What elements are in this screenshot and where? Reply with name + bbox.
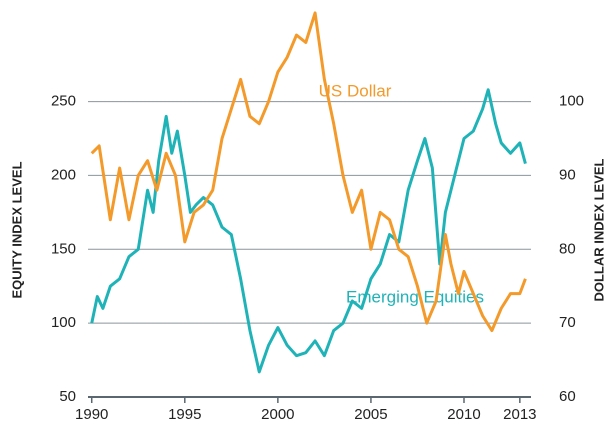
y2-tick-label: 60	[559, 388, 576, 405]
x-tick-label: 1990	[75, 406, 108, 423]
x-tick-label: 2005	[354, 406, 387, 423]
y-tick-label: 250	[51, 93, 76, 110]
y2-tick-label: 80	[559, 240, 576, 257]
x-tick-label: 2010	[447, 406, 480, 423]
y2-tick-label: 70	[559, 314, 576, 331]
y-tick-label: 150	[51, 240, 76, 257]
x-tick-label: 2013	[503, 406, 536, 423]
y2-tick-label: 90	[559, 166, 576, 183]
series-annotation: US Dollar	[319, 81, 392, 100]
y-tick-label: 200	[51, 166, 76, 183]
y-axis-label: EQUITY INDEX LEVEL	[9, 161, 24, 298]
series-line	[90, 88, 527, 374]
x-tick-label: 2000	[261, 406, 294, 423]
y2-axis-label: DOLLAR INDEX LEVEL	[591, 158, 606, 301]
series-line	[90, 11, 527, 333]
series-annotation: Emerging Equities	[346, 287, 484, 306]
y2-tick-label: 100	[559, 93, 584, 110]
y-tick-label: 50	[59, 388, 76, 405]
y-tick-label: 100	[51, 314, 76, 331]
x-tick-label: 1995	[168, 406, 201, 423]
